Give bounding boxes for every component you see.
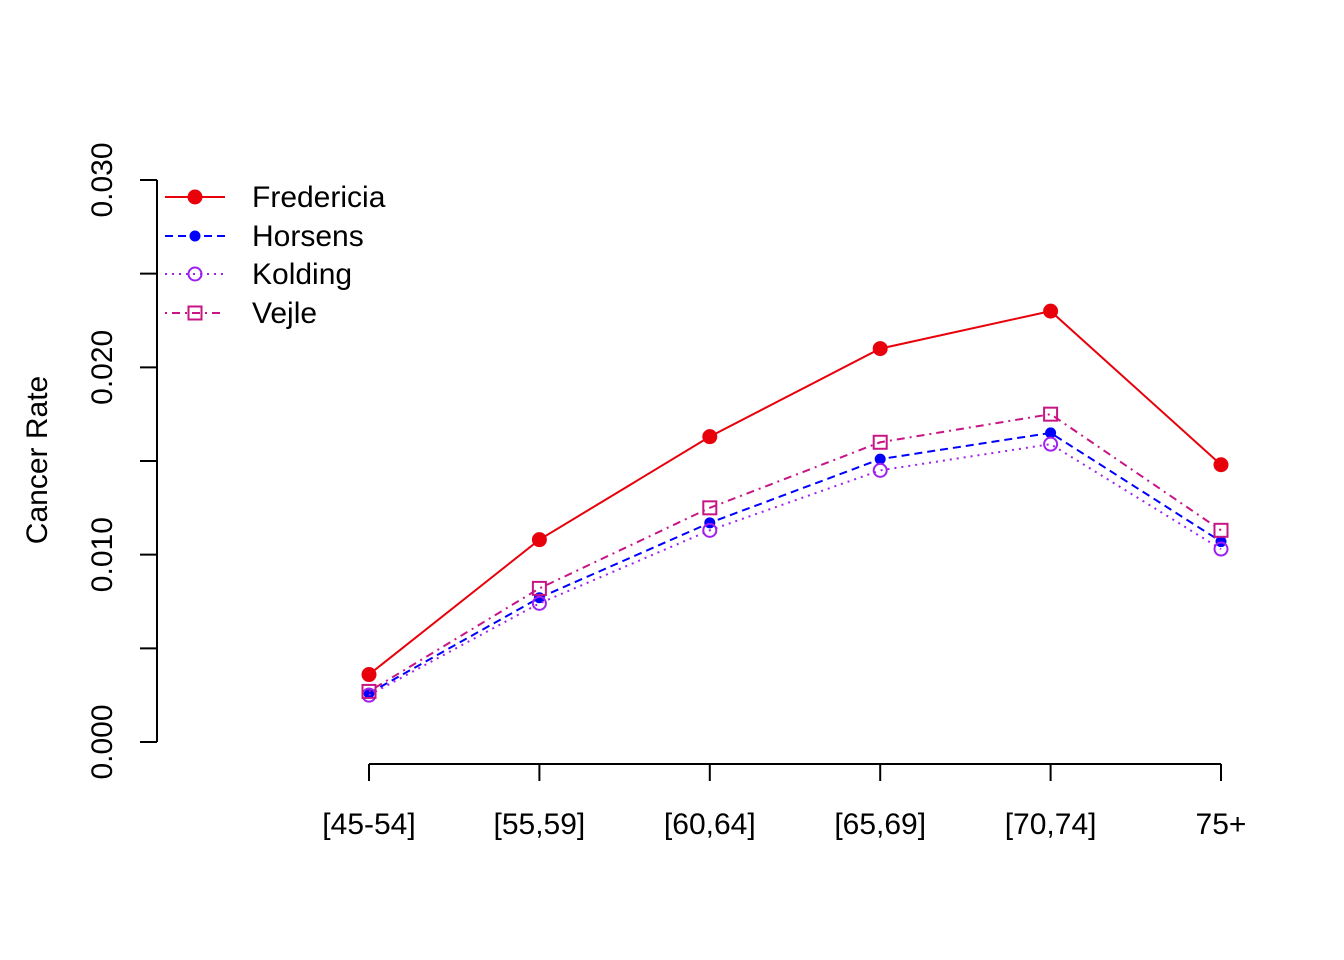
x-tick-label: 75+ (1196, 808, 1247, 841)
series-horsens (363, 427, 1227, 699)
legend-item-kolding: Kolding (165, 258, 352, 291)
point-legend-kolding (187, 266, 203, 282)
point-horsens (874, 453, 886, 465)
series-line-vejle (368, 413, 1222, 693)
series-layer (361, 303, 1229, 703)
y-axis-label: Cancer Rate (21, 376, 54, 544)
point-fredericia (1213, 457, 1229, 473)
legend-label-fredericia: Fredericia (252, 181, 386, 214)
point-vejle (702, 500, 718, 516)
point-fredericia (361, 667, 377, 683)
y-axis: 0.000 0.010 0.020 0.030 (86, 142, 158, 780)
legend-label-horsens: Horsens (252, 220, 364, 253)
point-fredericia (702, 429, 718, 445)
point-vejle (872, 434, 888, 450)
point-legend-fredericia (187, 189, 203, 205)
x-tick-label: [60,64] (664, 808, 756, 841)
series-line-horsens (368, 431, 1222, 695)
point-fredericia (1043, 303, 1059, 319)
series-line-fredericia (368, 310, 1222, 676)
x-tick-label: [65,69] (834, 808, 926, 841)
legend-label-vejle: Vejle (252, 297, 317, 330)
point-vejle (1043, 406, 1059, 422)
point-legend-vejle (187, 305, 203, 321)
x-tick-label: [55,59] (494, 808, 586, 841)
x-tick-label: [70,74] (1005, 808, 1097, 841)
series-fredericia (361, 303, 1229, 683)
point-kolding (531, 595, 547, 611)
point-kolding (702, 522, 718, 538)
x-tick-label: [45-54] (322, 808, 415, 841)
point-kolding (872, 462, 888, 478)
legend-item-horsens: Horsens (165, 220, 364, 253)
point-vejle (361, 683, 377, 699)
y-tick-label: 0.030 (86, 142, 119, 217)
legend-label-kolding: Kolding (252, 258, 352, 291)
legend-item-vejle: Vejle (165, 297, 317, 330)
point-horsens (1045, 427, 1057, 439)
series-kolding (361, 436, 1229, 703)
point-fredericia (531, 532, 547, 548)
legend: Fredericia Horsens Kolding Vejle (165, 181, 386, 330)
series-line-kolding (368, 443, 1222, 697)
point-kolding (1043, 436, 1059, 452)
series-vejle (361, 406, 1229, 699)
y-tick-label: 0.020 (86, 330, 119, 405)
point-vejle (1213, 522, 1229, 538)
point-legend-horsens (189, 230, 201, 242)
legend-item-fredericia: Fredericia (165, 181, 386, 214)
x-axis: [45-54] [55,59] [60,64] [65,69] [70,74] 75+ (322, 763, 1247, 841)
y-tick-label: 0.000 (86, 704, 119, 779)
point-fredericia (872, 341, 888, 357)
point-kolding (1213, 541, 1229, 557)
point-vejle (531, 580, 547, 596)
y-tick-label: 0.010 (86, 517, 119, 592)
